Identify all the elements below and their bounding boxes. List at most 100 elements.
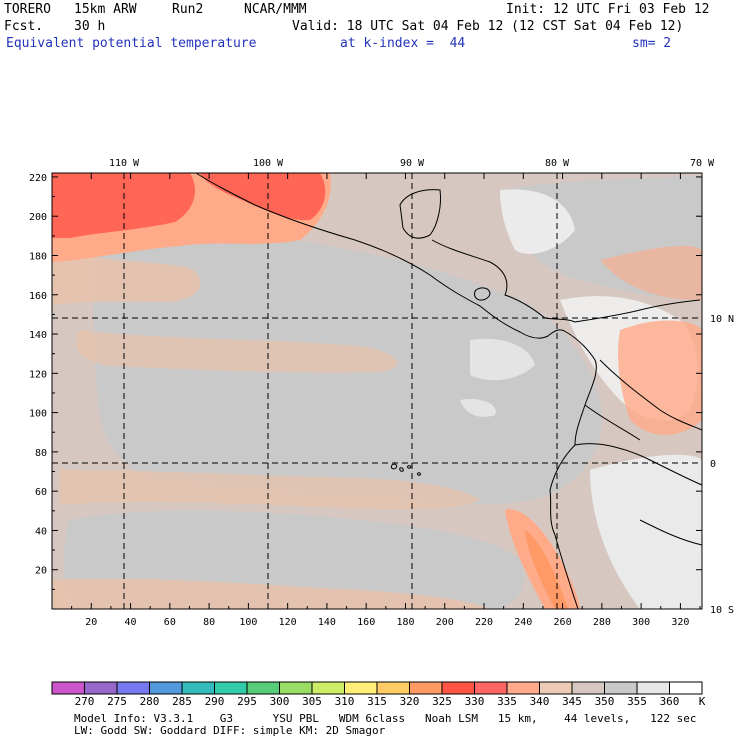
colorbar-level-label: 285 [172, 695, 192, 708]
x-tick-label: 100 [239, 617, 257, 628]
init-time: Init: 12 UTC Fri 03 Feb 12 [506, 2, 710, 17]
colorbar-level-label: 310 [334, 695, 355, 708]
map-frame [51, 172, 703, 610]
colorbar-swatch [279, 681, 313, 695]
colorbar-level-label: 290 [204, 695, 225, 708]
colorbar-swatch [474, 681, 508, 695]
galapagos-islands [390, 463, 421, 476]
forecast-hours: 30 h [74, 19, 106, 34]
lake-nicaragua [474, 287, 491, 301]
colorbar-swatch [84, 681, 118, 695]
y-tick-label: 120 [29, 369, 47, 380]
colorbar-swatch [311, 681, 345, 695]
x-tick-label: 160 [357, 617, 375, 628]
tan-band-bottom [52, 578, 490, 609]
white-patches-pacific [460, 338, 535, 417]
tan-band-west [52, 250, 201, 305]
colorbar-level-label: 335 [497, 695, 517, 708]
colorbar-level-label: 315 [367, 695, 387, 708]
colorbar-level-label: 295 [237, 695, 257, 708]
coastlines [195, 172, 703, 610]
peach-region-caribbean [600, 245, 702, 300]
border-bolivia [639, 519, 703, 546]
org-label: NCAR/MMM [244, 2, 307, 17]
colorbar-level-label: 330 [464, 695, 485, 708]
x-tick-label: 260 [554, 617, 572, 628]
colorbar-swatch [149, 681, 183, 695]
colorbar-swatch [441, 681, 475, 695]
coastline-north-sa [574, 299, 701, 323]
x-tick-label: 320 [671, 617, 689, 628]
y-tick-label: 160 [29, 291, 47, 302]
colorbar-swatch [409, 681, 443, 695]
colorbar-level-label: 320 [399, 695, 420, 708]
border-colombia-peru [599, 359, 703, 431]
x-tick-label: 240 [514, 617, 532, 628]
y-tick-label: 20 [35, 566, 47, 577]
x-tick-label: 140 [318, 617, 336, 628]
colorbar-swatch [571, 681, 605, 695]
white-region-central-am [500, 189, 575, 254]
model-resolution: 15km ARW [74, 2, 137, 17]
graticule [52, 173, 702, 609]
physics-info-line: LW: Godd SW: Goddard DIFF: simple KM: 2D… [74, 724, 386, 737]
y-tick-label: 80 [35, 448, 47, 459]
colorbar-level-label: 360 [659, 695, 680, 708]
colorbar-level-label: 275 [107, 695, 127, 708]
x-tick-label: 200 [436, 617, 454, 628]
colorbar-level-label: 345 [562, 695, 582, 708]
y-tick-label: 60 [35, 487, 47, 498]
x-tick-label: 280 [593, 617, 611, 628]
y-tick-label: 220 [29, 173, 47, 184]
run-label: Run2 [172, 2, 204, 17]
colorbar-level-label: 280 [139, 695, 160, 708]
coastline-mexico-central-america [195, 172, 567, 339]
x-tick-label: 120 [279, 617, 297, 628]
colorbar-unit: K [698, 695, 706, 708]
longitude-label: 80 W [545, 158, 570, 169]
tan-band-lower [60, 470, 480, 510]
border-peru-brazil [574, 443, 703, 486]
colorbar-swatch [344, 681, 378, 695]
x-tick-label: 40 [125, 617, 137, 628]
x-tick-label: 20 [85, 617, 97, 628]
y-tick-label: 180 [29, 251, 47, 262]
colorbar-swatch [376, 681, 410, 695]
level-label: at k-index = 44 [340, 36, 466, 51]
white-region-amazon [590, 454, 702, 609]
axis-labels: 20 40 60 80 100 120 140 160 180 200 220 240 260 280 30… [29, 158, 734, 628]
colorbar-swatch [116, 681, 150, 695]
colorbar-swatch [636, 681, 670, 695]
y-tick-label: 100 [29, 409, 47, 420]
colorbar-swatch [246, 681, 280, 695]
colorbar-level-label: 305 [302, 695, 322, 708]
x-tick-label: 80 [203, 617, 215, 628]
peach-region-colombia [618, 320, 702, 435]
colorbar-swatch [51, 681, 85, 695]
colorbar-swatch [506, 681, 540, 695]
latitude-label: 10 N [710, 314, 734, 325]
longitude-label: 70 W [690, 158, 715, 169]
colorbar-level-label: 350 [594, 695, 615, 708]
colorbar-level-label: 270 [74, 695, 95, 708]
colorbar-swatch [214, 681, 248, 695]
colorbar-swatch [181, 681, 215, 695]
coastline-yucatan [399, 189, 441, 239]
model-name: TORERO [4, 2, 51, 17]
tan-band-mid [76, 330, 398, 373]
border-ecuador [584, 404, 641, 441]
x-tick-label: 300 [632, 617, 650, 628]
red-region-peru-coast [525, 530, 568, 609]
red-region-mexico [200, 173, 326, 221]
forecast-label: Fcst. [4, 19, 44, 34]
y-tick-label: 200 [29, 212, 47, 223]
longitude-label: 90 W [400, 158, 425, 169]
y-tick-label: 140 [29, 330, 47, 341]
field-name: Equivalent potential temperature [6, 36, 257, 51]
valid-time: Valid: 18 UTC Sat 04 Feb 12 (12 CST Sat … [292, 19, 684, 34]
y-tick-label: 40 [35, 526, 47, 537]
longitude-label: 100 W [253, 158, 284, 169]
colorbar-level-label: 355 [627, 695, 647, 708]
x-tick-label: 220 [475, 617, 493, 628]
